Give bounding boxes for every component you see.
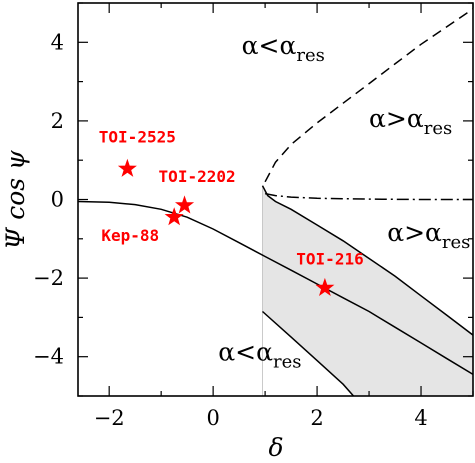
chart-labels: α<αres α>αres α>αres α<αres TOI-2525 TOI-2202…: [99, 31, 471, 373]
y-tick-label: −4: [33, 345, 64, 369]
lower-separatrix-curve: [78, 200, 473, 376]
planet-label: TOI-216: [296, 249, 363, 268]
planet-star-marker: [117, 158, 137, 177]
x-axis-title: δ: [268, 433, 283, 462]
planet-label: TOI-2525: [99, 128, 176, 147]
upper-branch-curve: [264, 8, 473, 183]
y-tick-label: −2: [33, 266, 64, 290]
planet-star-marker: [315, 277, 335, 296]
plot-area: [78, 8, 473, 396]
resonance-shaded-region: [262, 185, 473, 396]
y-tick-label: 4: [51, 30, 64, 54]
axis-ticks: −2 0 2 4 −4 −2 0 2 4: [33, 2, 474, 430]
x-tick-label: −2: [94, 406, 125, 430]
region-label: α<αres: [218, 338, 301, 373]
planet-star-marker: [164, 207, 184, 226]
region-label: α>αres: [387, 218, 470, 253]
y-tick-label: 0: [51, 188, 64, 212]
x-tick-label: 0: [206, 406, 219, 430]
planet-label: TOI-2202: [159, 167, 236, 186]
middle-branch-curve: [264, 192, 473, 201]
x-tick-label: 2: [310, 406, 323, 430]
planet-star-marker: [175, 195, 195, 214]
region-label: α<αres: [242, 31, 325, 66]
lower-boundary-curve: [261, 310, 355, 396]
planet-label: Kep-88: [101, 226, 159, 245]
x-tick-label: 4: [414, 406, 427, 430]
y-tick-label: 2: [51, 109, 64, 133]
y-axis-title: Ψ cos ψ: [1, 150, 30, 250]
region-label: α>αres: [369, 104, 452, 139]
upper-boundary-shaded-curve: [261, 185, 473, 336]
